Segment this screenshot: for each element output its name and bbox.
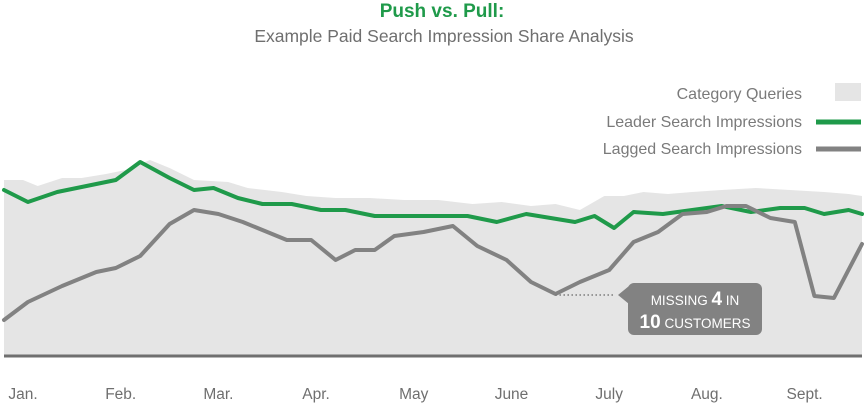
series-line-lagged-search-impressions <box>2 204 864 322</box>
x-tick-label: May <box>399 386 429 403</box>
callout-box <box>628 283 762 335</box>
legend-swatch-category-queries <box>835 83 861 101</box>
legend-label-category-queries: Category Queries <box>677 86 802 103</box>
x-tick-label: Aug. <box>691 386 723 403</box>
legend-label-lagged: Lagged Search Impressions <box>603 141 802 158</box>
x-tick-label: Feb. <box>105 386 136 403</box>
callout-line-1: MISSING 4 IN <box>651 289 740 310</box>
callout-line-2: 10 CUSTOMERS <box>640 312 751 333</box>
x-tick-label: June <box>495 386 529 403</box>
callout-pointer <box>618 286 629 304</box>
series-line-leader-search-impressions <box>2 160 864 230</box>
legend-label-leader: Leader Search Impressions <box>606 114 802 131</box>
x-tick-label: Jan. <box>8 386 37 403</box>
x-tick-label: Apr. <box>302 386 330 403</box>
x-tick-label: July <box>595 386 623 403</box>
chart-title: Push vs. Pull: <box>380 1 505 22</box>
x-tick-label: Mar. <box>203 386 233 403</box>
x-axis-ticks: Jan. Feb. Mar. Apr. May June July Aug. Sept. <box>8 386 822 403</box>
chart-subtitle: Example Paid Search Impression Share Ana… <box>254 26 634 46</box>
x-tick-label: Sept. <box>786 386 822 403</box>
legend: Category Queries Leader Search Impressio… <box>603 83 861 158</box>
